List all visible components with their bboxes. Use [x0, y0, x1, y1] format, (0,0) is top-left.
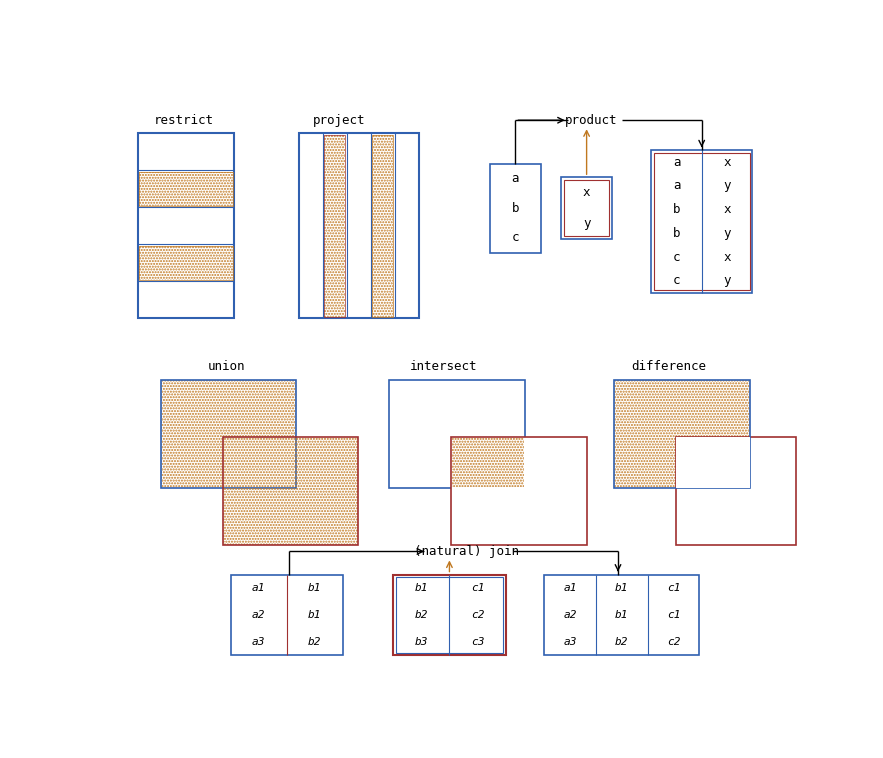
Text: x: x — [723, 251, 730, 264]
Text: product: product — [564, 114, 617, 127]
Bar — [676, 437, 750, 487]
Text: b2: b2 — [415, 610, 428, 620]
Text: a1: a1 — [252, 583, 266, 593]
Text: b1: b1 — [615, 610, 629, 620]
Text: b1: b1 — [308, 583, 321, 593]
Text: c1: c1 — [667, 610, 680, 620]
Text: c2: c2 — [667, 637, 680, 647]
Bar — [324, 135, 345, 317]
Bar — [653, 152, 750, 290]
Text: b: b — [673, 203, 680, 216]
Bar — [451, 437, 587, 545]
Bar — [396, 577, 503, 653]
Text: x: x — [723, 155, 730, 168]
Text: difference: difference — [630, 360, 706, 373]
Text: a3: a3 — [563, 637, 577, 647]
Text: union: union — [208, 360, 245, 373]
Bar — [545, 575, 699, 656]
Text: restrict: restrict — [154, 114, 214, 127]
Bar — [452, 438, 525, 487]
Text: b3: b3 — [415, 637, 428, 647]
Text: project: project — [313, 114, 366, 127]
Text: a1: a1 — [563, 583, 577, 593]
Bar — [563, 180, 609, 236]
Bar — [223, 437, 358, 545]
Bar — [161, 380, 297, 487]
Bar — [393, 575, 506, 656]
Bar — [324, 135, 345, 317]
Text: b: b — [673, 227, 680, 240]
Bar — [139, 172, 233, 205]
Text: a: a — [511, 172, 519, 186]
Bar — [161, 380, 297, 487]
Bar — [373, 135, 393, 317]
Bar — [324, 135, 345, 317]
Text: c1: c1 — [471, 583, 484, 593]
Bar — [373, 135, 393, 317]
Text: c2: c2 — [471, 610, 484, 620]
Bar — [139, 246, 233, 280]
Text: y: y — [583, 217, 591, 230]
Bar — [230, 575, 343, 656]
Bar — [161, 380, 297, 487]
Text: a2: a2 — [563, 610, 577, 620]
Text: c: c — [511, 231, 519, 244]
Text: c: c — [673, 251, 680, 264]
Bar — [676, 437, 796, 545]
Text: a: a — [673, 180, 680, 193]
Bar — [298, 133, 419, 318]
Bar — [139, 172, 233, 205]
Bar — [139, 246, 233, 280]
Text: a: a — [673, 155, 680, 168]
Bar — [614, 380, 750, 487]
Bar — [614, 380, 750, 487]
Bar — [614, 380, 750, 487]
Text: (natural) join: (natural) join — [414, 545, 519, 558]
Bar — [139, 246, 233, 280]
Text: y: y — [723, 227, 730, 240]
Text: a2: a2 — [252, 610, 266, 620]
Text: c3: c3 — [471, 637, 484, 647]
Bar — [562, 177, 612, 239]
Text: a3: a3 — [252, 637, 266, 647]
Bar — [490, 164, 540, 252]
Text: b1: b1 — [415, 583, 428, 593]
Text: b1: b1 — [615, 583, 629, 593]
Text: b2: b2 — [615, 637, 629, 647]
Text: x: x — [583, 186, 591, 199]
Text: x: x — [723, 203, 730, 216]
Text: b2: b2 — [308, 637, 321, 647]
Bar — [389, 380, 525, 487]
Bar — [373, 135, 393, 317]
Text: intersect: intersect — [410, 360, 478, 373]
Bar — [452, 438, 525, 487]
Text: c1: c1 — [667, 583, 680, 593]
Text: b1: b1 — [308, 610, 321, 620]
Bar — [223, 437, 358, 545]
Text: c: c — [673, 274, 680, 287]
Text: b: b — [511, 202, 519, 215]
Bar — [139, 172, 233, 205]
Bar — [652, 150, 752, 293]
Text: y: y — [723, 274, 730, 287]
Bar — [223, 437, 358, 545]
Bar — [138, 133, 234, 318]
Bar — [452, 438, 525, 487]
Text: y: y — [723, 180, 730, 193]
